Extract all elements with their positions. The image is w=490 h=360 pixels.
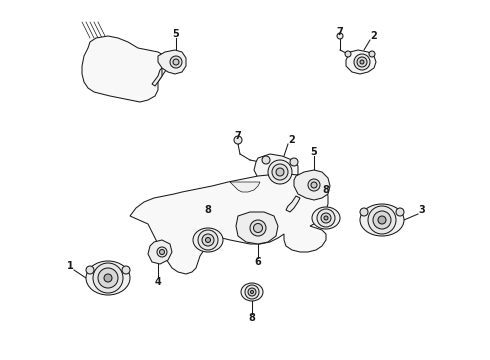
Circle shape (396, 208, 404, 216)
Text: 7: 7 (337, 27, 343, 37)
Circle shape (202, 234, 214, 246)
Circle shape (250, 220, 266, 236)
Circle shape (250, 291, 253, 293)
Text: 8: 8 (322, 185, 329, 195)
Circle shape (308, 179, 320, 191)
Circle shape (122, 266, 130, 274)
Circle shape (321, 213, 331, 223)
Circle shape (93, 263, 123, 293)
Polygon shape (148, 240, 172, 264)
Circle shape (234, 136, 242, 144)
Circle shape (373, 211, 391, 229)
Circle shape (360, 208, 368, 216)
Circle shape (311, 182, 317, 188)
Text: 1: 1 (67, 261, 74, 271)
Polygon shape (236, 212, 278, 244)
Circle shape (276, 168, 284, 176)
Circle shape (357, 57, 367, 67)
Circle shape (290, 158, 298, 166)
Circle shape (173, 59, 179, 65)
Circle shape (262, 156, 270, 164)
Circle shape (345, 51, 351, 57)
Circle shape (98, 268, 118, 288)
Polygon shape (230, 182, 260, 192)
Circle shape (245, 285, 259, 299)
Polygon shape (158, 50, 186, 74)
Polygon shape (130, 174, 328, 274)
Circle shape (354, 54, 370, 70)
Circle shape (86, 266, 94, 274)
Polygon shape (82, 36, 168, 102)
Text: 8: 8 (248, 313, 255, 323)
Ellipse shape (360, 204, 404, 236)
Polygon shape (254, 154, 298, 186)
Text: 5: 5 (311, 147, 318, 157)
Circle shape (317, 209, 335, 227)
Text: 4: 4 (155, 277, 161, 287)
Ellipse shape (312, 207, 340, 229)
Circle shape (157, 247, 167, 257)
Circle shape (369, 51, 375, 57)
Text: 3: 3 (418, 205, 425, 215)
Circle shape (205, 238, 211, 243)
Text: 8: 8 (204, 205, 212, 215)
Text: 6: 6 (255, 257, 261, 267)
Circle shape (360, 60, 364, 64)
Text: 5: 5 (172, 29, 179, 39)
Circle shape (337, 33, 343, 39)
Text: 7: 7 (235, 131, 242, 141)
Circle shape (104, 274, 112, 282)
Polygon shape (294, 170, 330, 200)
Circle shape (170, 56, 182, 68)
Circle shape (248, 288, 256, 296)
Text: 2: 2 (289, 135, 295, 145)
Circle shape (268, 160, 292, 184)
Circle shape (378, 216, 386, 224)
Circle shape (368, 206, 396, 234)
Circle shape (324, 216, 328, 220)
Polygon shape (346, 50, 376, 74)
Circle shape (253, 224, 263, 233)
Polygon shape (152, 68, 162, 86)
Circle shape (160, 249, 165, 255)
Ellipse shape (241, 283, 263, 301)
Text: 2: 2 (370, 31, 377, 41)
Circle shape (198, 230, 218, 250)
Ellipse shape (193, 228, 223, 252)
Circle shape (272, 164, 288, 180)
Polygon shape (286, 196, 300, 212)
Ellipse shape (86, 261, 130, 295)
